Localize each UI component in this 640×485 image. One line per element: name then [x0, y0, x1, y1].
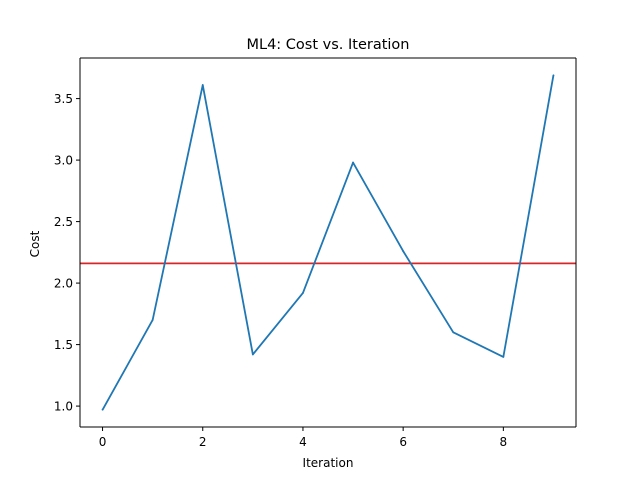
data-point — [251, 353, 254, 356]
x-tick-label: 0 — [99, 435, 107, 449]
chart-title: ML4: Cost vs. Iteration — [246, 37, 409, 53]
data-point — [502, 355, 505, 358]
plot-area: 0 2 4 6 8 1.0 1.5 2.0 2.5 3.0 3.5 — [54, 57, 577, 449]
y-tick-label: 2.5 — [54, 215, 73, 229]
x-tick-label: 4 — [299, 435, 307, 449]
y-tick-label: 3.0 — [54, 153, 73, 167]
y-tick-label: 1.5 — [54, 338, 73, 352]
data-point — [151, 319, 154, 321]
data-point — [452, 331, 455, 334]
x-tick-label: 6 — [399, 435, 407, 449]
x-axis-title: Iteration — [303, 456, 354, 470]
data-point — [352, 161, 354, 164]
x-tick-label: 2 — [199, 435, 207, 449]
data-point — [402, 250, 405, 253]
data-point — [552, 74, 555, 77]
y-axis-title: Cost — [28, 230, 42, 257]
data-point — [302, 292, 304, 294]
y-tick-label: 3.5 — [54, 92, 73, 106]
y-tick-label: 1.0 — [54, 399, 73, 413]
data-point — [201, 84, 204, 86]
y-tick-label: 2.0 — [54, 276, 73, 290]
x-tick-label: 8 — [500, 435, 508, 449]
series-line-0 — [101, 75, 555, 411]
data-point — [101, 408, 104, 411]
